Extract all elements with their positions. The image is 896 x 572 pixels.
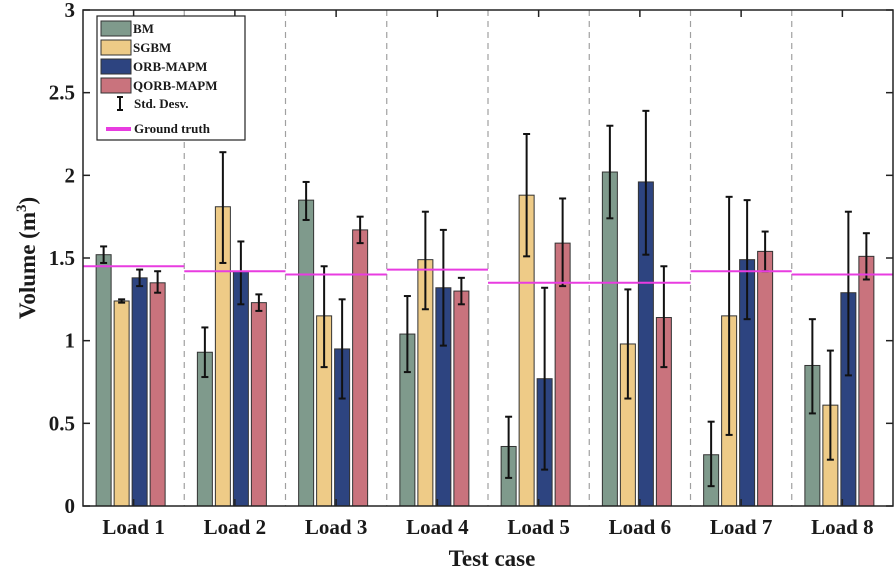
bar-qorb-mapm-2 bbox=[250, 302, 267, 507]
bar-qorb-mapm-4 bbox=[453, 290, 470, 507]
x-tick-label: Load 7 bbox=[710, 515, 772, 539]
y-axis-title-superscript: 3 bbox=[14, 205, 30, 213]
y-tick-label: 3 bbox=[65, 0, 76, 22]
bar-bm-6 bbox=[601, 171, 618, 507]
x-tick-label: Load 4 bbox=[406, 515, 469, 539]
legend-label-std-desv: Std. Desv. bbox=[134, 96, 189, 111]
x-tick-label: Load 6 bbox=[609, 515, 671, 539]
y-axis-title: Volume (m3) bbox=[14, 197, 40, 319]
bar-qorb-mapm-1 bbox=[149, 282, 166, 507]
x-axis-title: Test case bbox=[449, 546, 536, 571]
x-tick-label: Load 8 bbox=[811, 515, 873, 539]
legend-label-orb-mapm: ORB-MAPM bbox=[133, 59, 207, 74]
y-tick-label: 0.5 bbox=[49, 411, 75, 435]
bar-qorb-mapm-8 bbox=[858, 255, 875, 507]
legend-label-sgbm: SGBM bbox=[133, 40, 171, 55]
bars-layer bbox=[95, 171, 875, 507]
legend-label-bm: BM bbox=[133, 21, 154, 36]
x-tick-label: Load 3 bbox=[305, 515, 367, 539]
bar-qorb-mapm-3 bbox=[352, 229, 369, 507]
legend-label-qorb-mapm: QORB-MAPM bbox=[133, 78, 217, 93]
legend-swatch-orb-mapm bbox=[100, 58, 132, 75]
y-axis-title-main: Volume (m bbox=[15, 212, 40, 319]
y-axis-ticks: 0 0.5 1 1.5 2 2.5 3 bbox=[49, 0, 893, 518]
error-bars-layer bbox=[100, 109, 870, 488]
legend: BM SGBM ORB-MAPM QORB-MAPM Std. Desv. Ground … bbox=[96, 15, 246, 141]
y-tick-label: 2 bbox=[65, 163, 76, 187]
bar-qorb-mapm-7 bbox=[757, 250, 774, 507]
y-tick-label: 2.5 bbox=[49, 81, 75, 105]
ground-truth-layer bbox=[83, 265, 893, 284]
legend-swatch-bm bbox=[100, 20, 132, 37]
x-tick-label: Load 1 bbox=[102, 515, 164, 539]
bar-sgbm-1 bbox=[113, 300, 130, 507]
x-tick-label: Load 5 bbox=[507, 515, 569, 539]
bar-orb-mapm-2 bbox=[232, 270, 249, 507]
bar-bm-1 bbox=[95, 254, 112, 507]
legend-swatch-sgbm bbox=[100, 39, 132, 56]
legend-label-ground-truth: Ground truth bbox=[134, 121, 211, 136]
legend-swatch-qorb-mapm bbox=[100, 77, 132, 94]
bar-bm-3 bbox=[298, 199, 315, 507]
bar-orb-mapm-1 bbox=[131, 277, 148, 507]
y-tick-label: 1 bbox=[65, 329, 76, 353]
y-tick-label: 0 bbox=[65, 494, 76, 518]
x-tick-label: Load 2 bbox=[204, 515, 266, 539]
x-axis-ticks: Load 1 Load 2 Load 3 Load 4 Load 5 Load 6 Load… bbox=[102, 10, 874, 539]
y-axis-title-close: ) bbox=[15, 197, 40, 205]
y-tick-label: 1.5 bbox=[49, 246, 75, 270]
